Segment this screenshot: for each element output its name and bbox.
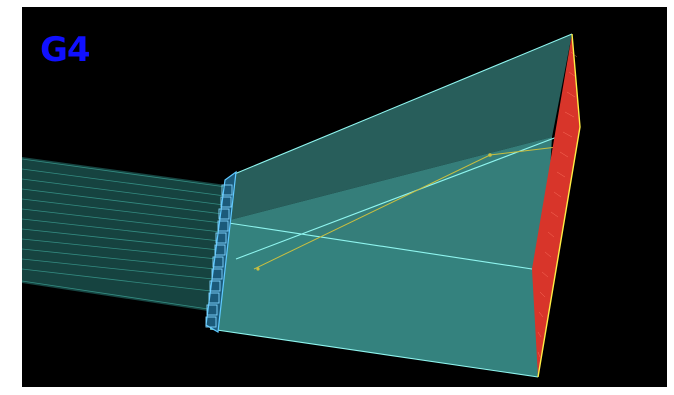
- geant4-logo: G4: [40, 30, 91, 70]
- sensor-plate: [532, 33, 581, 378]
- fiber-coupler: [205, 170, 237, 333]
- detector-scene: [22, 33, 581, 378]
- coupler-grid: [205, 184, 233, 328]
- sensor-rim: [537, 33, 581, 378]
- light-guide-top-face: [222, 34, 572, 222]
- viewer-canvas[interactable]: G4: [22, 7, 667, 387]
- fiber-lines: [22, 158, 227, 310]
- sensor-pixel-grid: [537, 51, 578, 358]
- light-guide-lower-face: [210, 222, 538, 377]
- sensor-face: [532, 34, 580, 377]
- track-vertex: [488, 153, 492, 157]
- fiber-bundle-body: [22, 157, 226, 311]
- fiber-bundle: [22, 157, 227, 311]
- track-vertex: [256, 267, 260, 271]
- light-guide: [209, 33, 573, 378]
